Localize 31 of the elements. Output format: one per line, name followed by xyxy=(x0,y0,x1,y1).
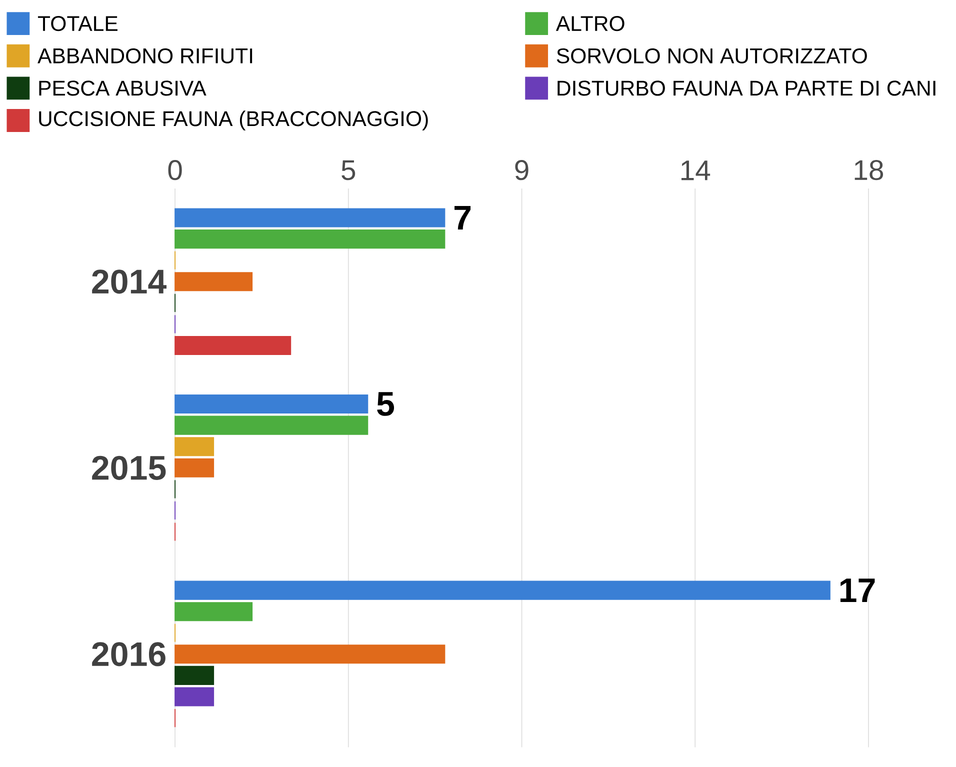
x-tick-label: 5 xyxy=(342,160,356,180)
y-tick-label: 2016 xyxy=(92,642,166,666)
legend-label: UCCISIONE FAUNA (BRACCONAGGIO) xyxy=(39,110,428,130)
legend-label: DISTURBO FAUNA DA PARTE DI CANI xyxy=(558,80,936,96)
y-tick-label: 2015 xyxy=(92,456,166,480)
bar xyxy=(174,602,253,621)
x-tick-label: 9 xyxy=(515,160,528,180)
y-tick-label: 2014 xyxy=(92,269,166,294)
x-tick-label: 14 xyxy=(681,160,710,180)
bar xyxy=(174,458,214,478)
bar xyxy=(174,416,368,435)
legend-label: ALTRO xyxy=(556,16,624,31)
data-label: 7 xyxy=(454,206,471,230)
bar xyxy=(174,229,446,248)
bar xyxy=(174,272,253,291)
bar xyxy=(174,666,214,685)
data-label: 17 xyxy=(840,578,875,602)
legend-label: PESCA ABUSIVA xyxy=(39,80,206,96)
bar xyxy=(174,336,292,355)
x-tick-label: 0 xyxy=(168,160,182,180)
bar xyxy=(174,436,214,456)
bar xyxy=(174,208,446,228)
bar xyxy=(174,644,446,664)
legend-label: SORVOLO NON AUTORIZZATO xyxy=(556,48,867,64)
bar xyxy=(174,394,368,414)
bar xyxy=(174,686,214,706)
x-tick-label: 18 xyxy=(854,160,884,180)
legend-label: TOTALE xyxy=(38,16,118,31)
bar xyxy=(174,580,830,600)
legend-label: ABBANDONO RIFIUTI xyxy=(38,48,252,64)
data-label: 5 xyxy=(377,392,394,416)
